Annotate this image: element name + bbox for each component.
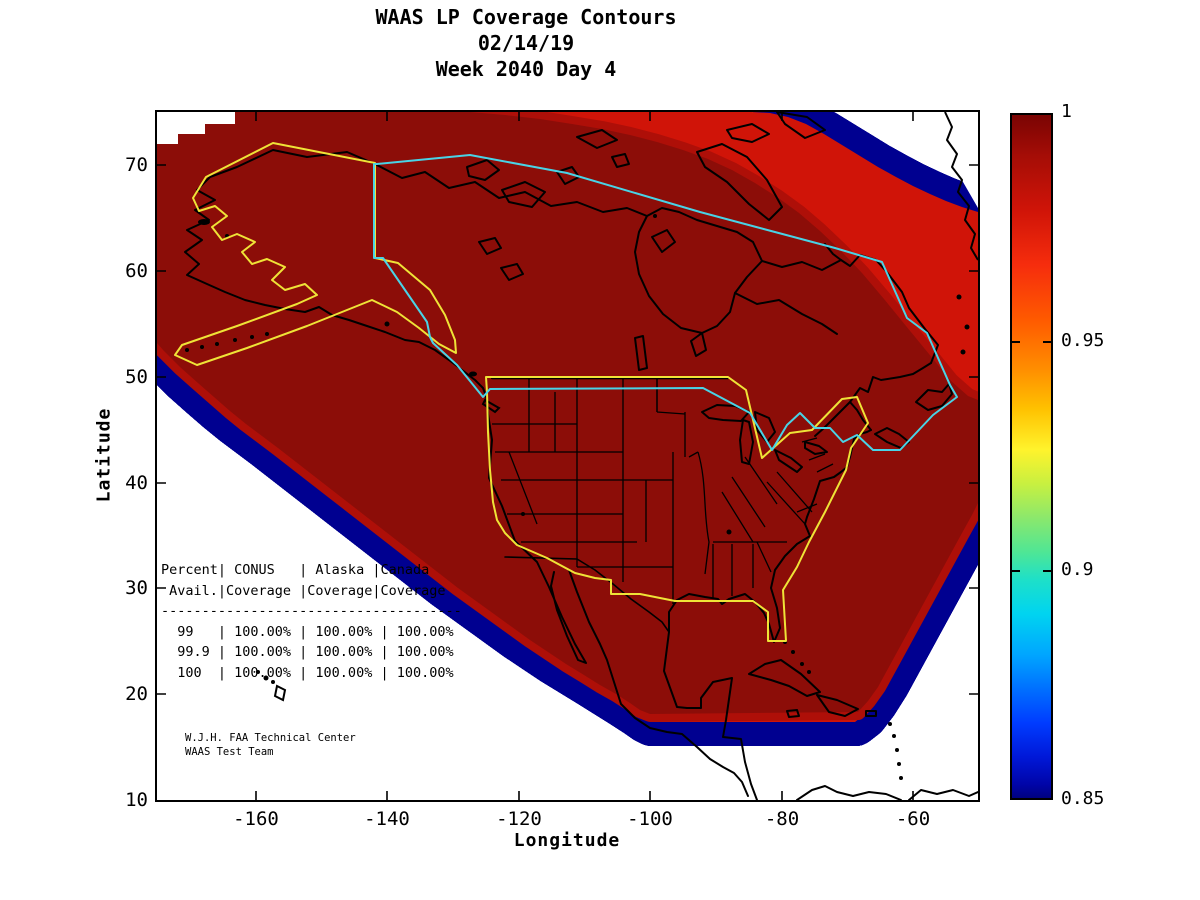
attribution-text: W.J.H. FAA Technical Center WAAS Test Te…	[185, 732, 356, 758]
x-tick--100: -100	[627, 808, 673, 830]
coverage-map	[157, 112, 978, 800]
colorbar-label-085: 0.85	[1061, 788, 1105, 809]
conus-alaska-boundary-lines	[174, 142, 869, 642]
y-tick-70: 70	[125, 154, 148, 176]
colorbar-tick-09-right	[1043, 570, 1051, 572]
figure-subtitle-date: 02/14/19	[477, 31, 575, 55]
map-plot-area	[155, 110, 980, 802]
state-borders-layer	[492, 378, 834, 604]
x-tick--60: -60	[895, 808, 931, 830]
y-tick-10: 10	[125, 789, 148, 811]
y-tick-30: 30	[125, 577, 148, 599]
x-tick--80: -80	[764, 808, 800, 830]
availability-table: Percent| CONUS | Alaska |Canada Avail.|C…	[161, 562, 462, 681]
colorbar-tick-09-left	[1012, 570, 1020, 572]
coverage-interior-dark-red	[157, 112, 978, 714]
alaska-boundary	[174, 142, 457, 366]
y-tick-60: 60	[125, 260, 148, 282]
y-tick-50: 50	[125, 366, 148, 388]
colorbar-label-1: 1	[1061, 101, 1072, 122]
colorbar-tick-095-right	[1043, 341, 1051, 343]
x-tick--140: -140	[364, 808, 410, 830]
colorbar-label-09: 0.9	[1061, 559, 1094, 580]
conus-boundary	[485, 376, 869, 642]
greenland-coastline	[944, 112, 978, 261]
x-axis-label: Longitude	[513, 830, 621, 851]
colorbar	[1010, 113, 1053, 800]
figure-subtitle-week: Week 2040 Day 4	[435, 57, 617, 81]
y-tick-20: 20	[125, 683, 148, 705]
y-tick-40: 40	[125, 472, 148, 494]
colorbar-label-095: 0.95	[1061, 330, 1105, 351]
x-tick--160: -160	[233, 808, 279, 830]
greenland-no-coverage-area	[943, 112, 978, 208]
figure-title-block: WAAS LP Coverage Contours 02/14/19 Week …	[375, 4, 676, 82]
canada-boundary	[373, 154, 958, 451]
figure-title: WAAS LP Coverage Contours	[375, 5, 677, 29]
colorbar-tick-095-left	[1012, 341, 1020, 343]
axis-ticks	[157, 112, 978, 800]
x-tick--120: -120	[496, 808, 542, 830]
